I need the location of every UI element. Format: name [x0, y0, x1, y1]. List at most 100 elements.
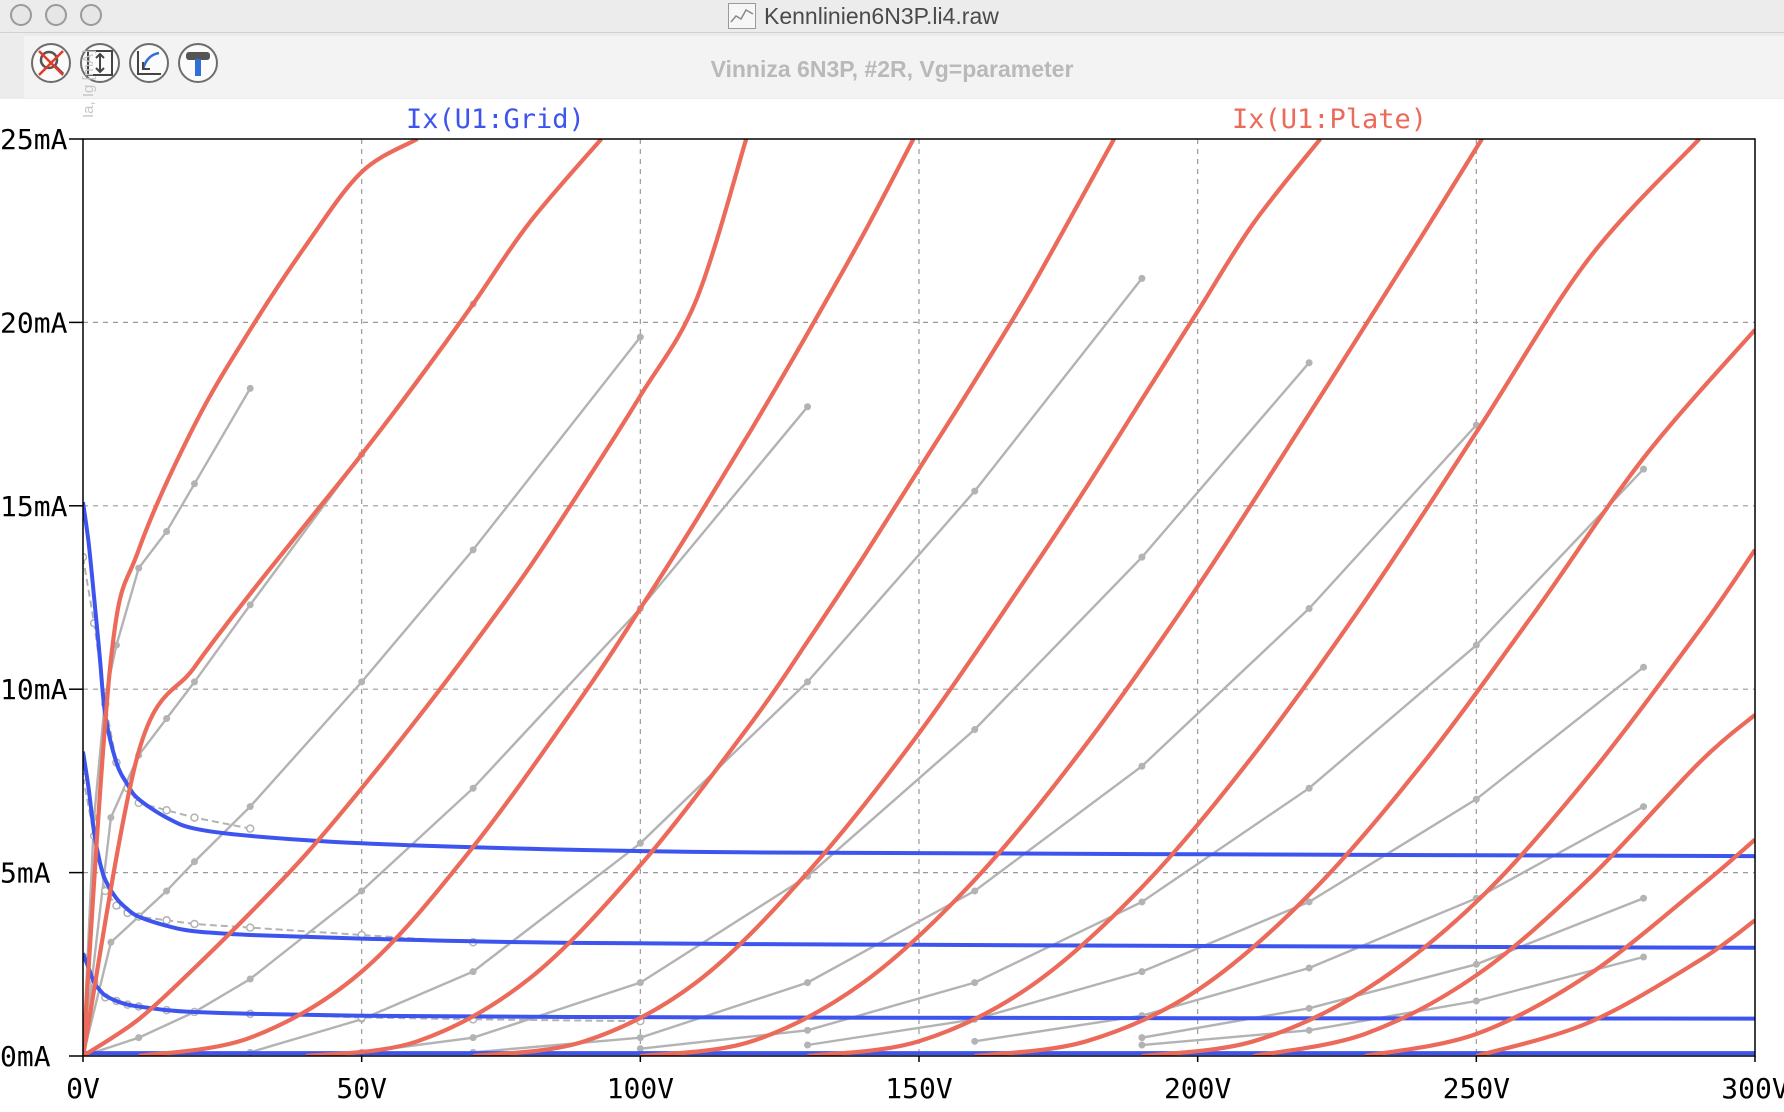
traces-group: [83, 139, 1755, 1056]
plot-frame: [82, 138, 1756, 1057]
measured-plate-point: [636, 333, 644, 341]
measured-plate-point: [1305, 605, 1313, 613]
measured-plate-point: [1640, 953, 1648, 961]
y-tick-label: 5mA: [0, 857, 51, 890]
y-tick-label: 15mA: [0, 490, 68, 523]
measured-plate-point: [1472, 960, 1480, 968]
measured-plate-point: [636, 979, 644, 987]
measured-plate-point: [971, 726, 979, 734]
measured-grid-point: [162, 916, 171, 925]
measured-plate-point: [1138, 1034, 1146, 1042]
x-tick-label: 50V: [336, 1072, 387, 1105]
measured-plate-point: [804, 979, 812, 987]
probe-hammer-icon: [186, 52, 210, 76]
x-tick-label: 150V: [885, 1072, 953, 1105]
measured-plate-line: [807, 666, 1645, 1047]
autorange-y-button[interactable]: [80, 43, 120, 83]
measured-plate-point: [246, 601, 254, 609]
measured-plate-point: [636, 1045, 644, 1053]
measured-grid-point: [245, 923, 255, 932]
zoom-back-button[interactable]: [129, 43, 169, 83]
x-tick-label: 250V: [1443, 1072, 1511, 1105]
measured-grid-point: [83, 552, 88, 562]
measured-plate-point: [1305, 964, 1313, 972]
window-titlebar: Kennlinien6N3P.li4.raw: [0, 0, 1784, 33]
plate-current-trace: [1475, 918, 1755, 1056]
plate-current-trace: [472, 139, 1322, 1056]
measured-grid-point: [162, 805, 171, 815]
grid-current-trace: [83, 952, 1755, 1021]
measured-plate-line: [83, 303, 475, 1056]
measured-grid-point: [245, 824, 255, 833]
minimize-window-button[interactable]: [45, 4, 67, 26]
x-tick-label: 200V: [1164, 1072, 1232, 1105]
measured-plate-point: [1138, 898, 1146, 906]
zoom-cancel-button[interactable]: [31, 43, 71, 83]
measured-plate-point: [469, 1034, 477, 1042]
measured-plate-point: [190, 678, 198, 686]
measured-plate-line: [249, 277, 1143, 1054]
measured-plate-point: [107, 814, 115, 822]
measured-plate-line: [1141, 897, 1644, 1039]
measured-plate-point: [246, 384, 254, 392]
measured-plate-point: [358, 887, 366, 895]
plate-current-trace: [305, 139, 1116, 1056]
zoom-window-button[interactable]: [80, 4, 102, 26]
x-tick-label: 300V: [1721, 1072, 1784, 1105]
measured-plate-point: [804, 678, 812, 686]
plate-current-trace: [807, 139, 1701, 1056]
x-tick-label: 0V: [66, 1072, 100, 1105]
measured-plate-point: [971, 1037, 979, 1045]
autorange-y-icon: [87, 50, 113, 76]
measured-plate-point: [107, 938, 115, 946]
measured-plate-point: [804, 1041, 812, 1049]
y-tick-label: 10mA: [0, 673, 68, 706]
measured-plate-point: [1138, 968, 1146, 976]
window-title: Kennlinien6N3P.li4.raw: [728, 2, 999, 30]
plate-current-trace: [138, 139, 916, 1056]
legend-plate-current[interactable]: Ix(U1:Plate): [1232, 104, 1428, 135]
zoom-back-icon: [137, 51, 161, 75]
measured-plate-point: [1138, 1041, 1146, 1049]
measured-plate-point: [804, 1026, 812, 1034]
close-window-button[interactable]: [10, 4, 32, 26]
measured-plate-point: [636, 1034, 644, 1042]
measured-plate-point: [1640, 803, 1648, 811]
plate-current-trace: [974, 328, 1755, 1056]
legend-grid-current[interactable]: Ix(U1:Grid): [406, 104, 585, 135]
measured-plate-point: [135, 1034, 143, 1042]
measured-plate-point: [190, 858, 198, 866]
measured-plate-point: [469, 546, 477, 554]
probe-hammer-button[interactable]: [178, 43, 218, 83]
y-tick-label: 0mA: [0, 1040, 51, 1073]
measured-plate-point: [1305, 784, 1313, 792]
toolbar-panel: [24, 36, 1784, 98]
measured-plate-point: [1138, 762, 1146, 770]
measured-plate-point: [971, 887, 979, 895]
y-tick-label: 20mA: [0, 306, 68, 339]
waveform-file-icon: [728, 3, 756, 29]
measured-plate-point: [971, 487, 979, 495]
x-tick-label: 100V: [607, 1072, 675, 1105]
plate-current-trace: [83, 139, 749, 1056]
measured-plate-line: [1141, 955, 1644, 1047]
zoom-cancel-icon: [38, 50, 65, 76]
plate-current-trace: [1141, 548, 1755, 1056]
y-tick-label: 25mA: [0, 123, 68, 156]
measured-plate-point: [246, 975, 254, 983]
measured-plate-point: [190, 480, 198, 488]
grid-current-trace: [83, 501, 1755, 859]
measured-grid-point: [112, 901, 121, 910]
measured-plate-point: [1472, 795, 1480, 803]
plate-current-trace: [1252, 713, 1755, 1056]
measured-plate-point: [1472, 641, 1480, 649]
measured-plate-line: [83, 406, 809, 1056]
measured-plate-point: [1305, 1004, 1313, 1012]
measured-plate-line: [472, 424, 1478, 1054]
measured-plate-line: [83, 387, 252, 1056]
measured-plate-point: [1305, 898, 1313, 906]
measured-plate-point: [1305, 1026, 1313, 1034]
plate-current-trace: [83, 139, 603, 1056]
measured-plate-point: [358, 678, 366, 686]
